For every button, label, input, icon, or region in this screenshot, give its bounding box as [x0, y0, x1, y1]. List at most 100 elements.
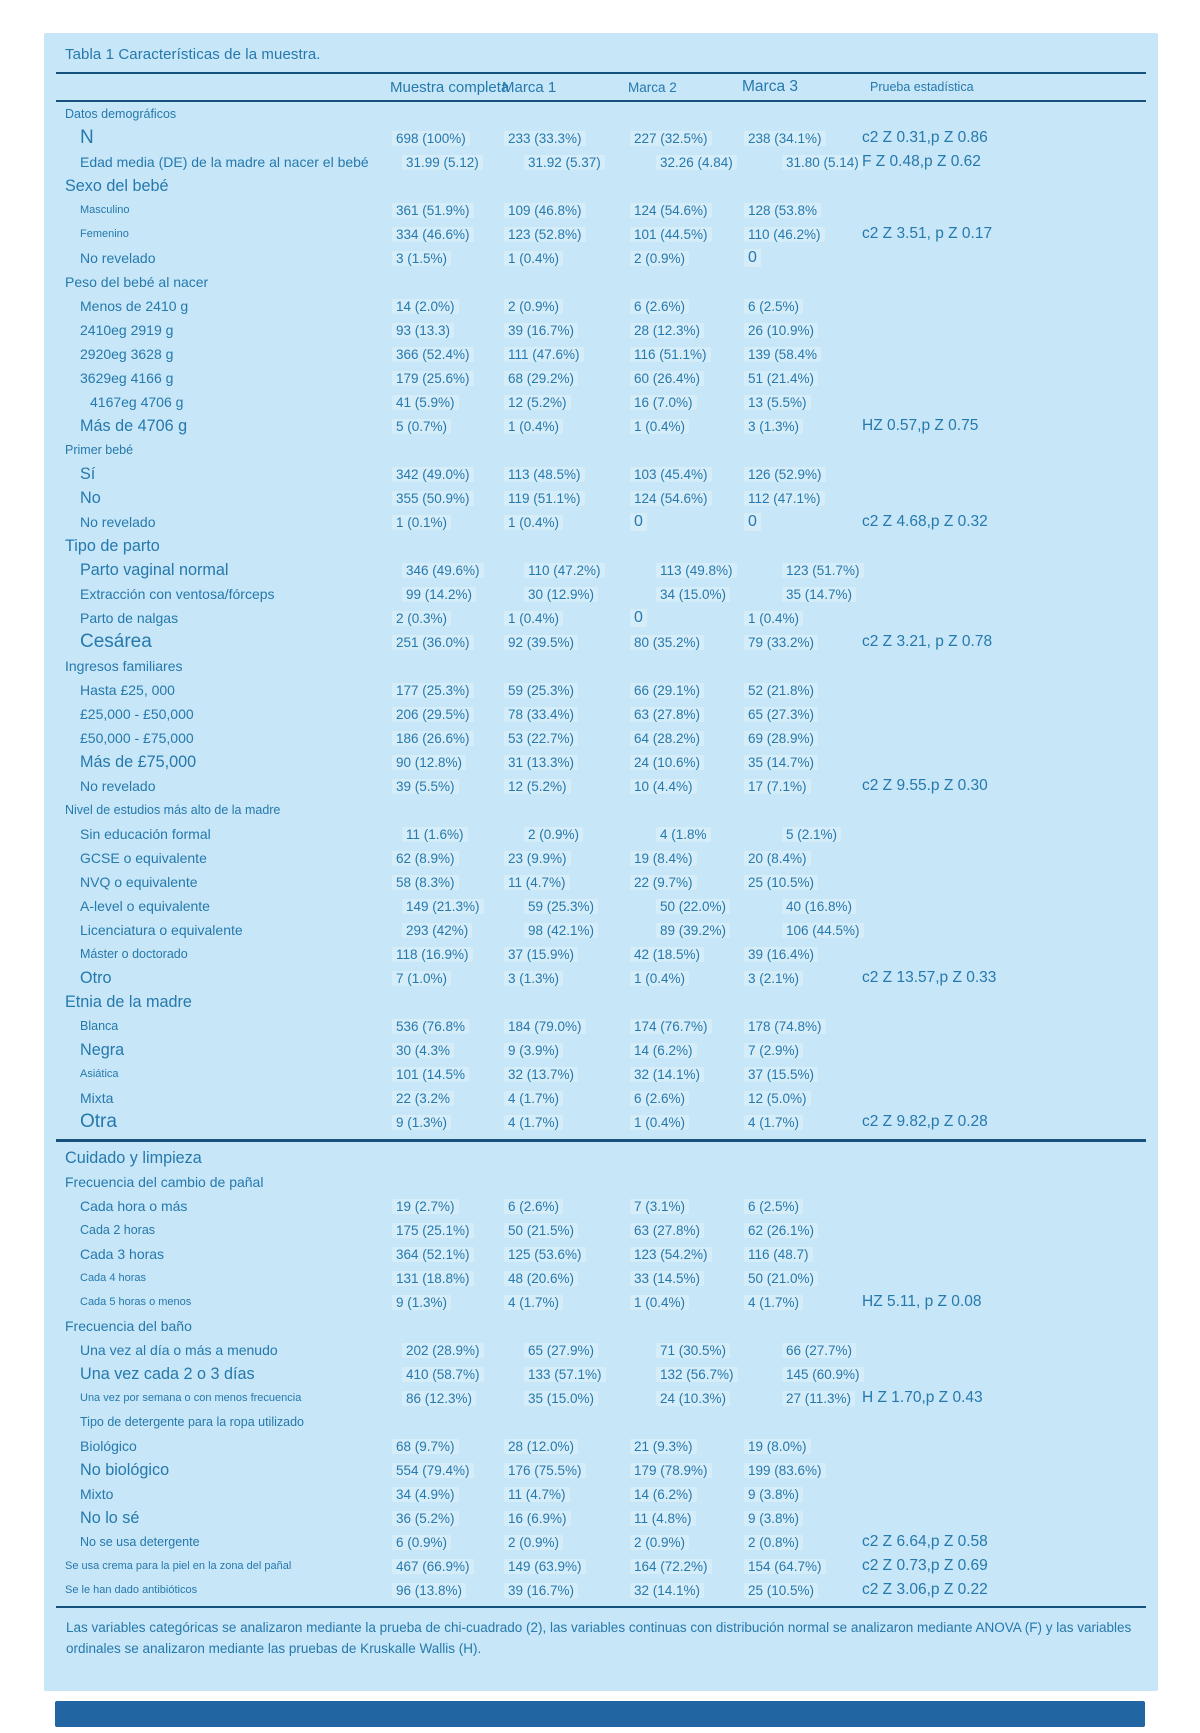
cell-value: 3 (2.1%): [740, 970, 854, 986]
cell-value: 1 (0.4%): [626, 418, 740, 434]
cell-value: 35 (15.0%): [500, 1390, 626, 1406]
table-row: Parto de nalgas 2 (0.3%) 1 (0.4%) 0 1 (0.4%): [56, 606, 1146, 630]
cell-value: 7 (3.1%): [626, 1198, 740, 1214]
table-row: Asiática 101 (14.5% 32 (13.7%) 32 (14.1%) 37…: [56, 1062, 1146, 1086]
cell-value: 16 (7.0%): [626, 394, 740, 410]
row-label: Etnia de la madre: [65, 992, 192, 1011]
cell-value: 86 (12.3%): [388, 1390, 500, 1406]
header-top-rule: [56, 72, 1146, 74]
table-row: Cada 3 horas 364 (52.1%) 125 (53.6%) 123 (5…: [56, 1242, 1146, 1266]
stat-value: c2 Z 0.31,p Z 0.86: [862, 129, 988, 146]
cell-value: 101 (44.5%): [626, 226, 740, 242]
cell-value: 23 (9.9%): [500, 850, 626, 866]
table-row: 4167eg 4706 g 41 (5.9%) 12 (5.2%) 16 (7.0%)…: [56, 390, 1146, 414]
row-label: 3629eg 4166 g: [80, 370, 174, 386]
cell-value: 3 (1.5%): [388, 250, 500, 266]
row-label: Más de 4706 g: [80, 416, 188, 435]
row-label: Una vez por semana o con menos frecuenci…: [80, 1392, 302, 1404]
row-label: A-level o equivalente: [80, 898, 210, 914]
cell-value: 113 (49.8%): [626, 562, 740, 578]
cell-value: 65 (27.9%): [500, 1342, 626, 1358]
table-row: No 355 (50.9%) 119 (51.1%) 124 (54.6%) 112 (…: [56, 486, 1146, 510]
cell-value: 364 (52.1%): [388, 1246, 500, 1262]
cell-value: 5 (0.7%): [388, 418, 500, 434]
cell-value: 6 (2.5%): [740, 298, 854, 314]
cell-value: 103 (45.4%): [626, 466, 740, 482]
cell-value: 123 (51.7%): [740, 562, 864, 578]
cell-value: 0: [740, 249, 854, 267]
table-row: Masculino 361 (51.9%) 109 (46.8%) 124 (54.6…: [56, 198, 1146, 222]
cell-value: 355 (50.9%): [388, 490, 500, 506]
bottom-bar: [55, 1701, 1145, 1727]
stat-value: HZ 5.11, p Z 0.08: [862, 1293, 982, 1310]
cell-value: 63 (27.8%): [626, 1222, 740, 1238]
cell-value: 31.80 (5.14): [740, 154, 863, 170]
section-row: Nivel de estudios más alto de la madre: [56, 798, 1146, 822]
row-label: Cada 4 horas: [80, 1272, 147, 1284]
cell-value: 186 (26.6%): [388, 730, 500, 746]
cell-value: 22 (3.2%: [388, 1090, 500, 1106]
cell-value: 1 (0.4%): [500, 610, 626, 626]
cell-value: 4 (1.7%): [740, 1114, 854, 1130]
cell-value: 50 (22.0%): [626, 898, 740, 914]
row-label: Sin educación formal: [80, 826, 211, 842]
cell-value: 92 (39.5%): [500, 634, 626, 650]
cell-value: 2 (0.9%): [626, 250, 740, 266]
row-label: 4167eg 4706 g: [90, 394, 184, 410]
cell-value: 132 (56.7%): [626, 1366, 740, 1382]
cell-value: 41 (5.9%): [388, 394, 500, 410]
section-row: Primer bebé: [56, 438, 1146, 462]
cell-value: 42 (18.5%): [626, 946, 740, 962]
table-row: Licenciatura o equivalente 293 (42%) 98 (4…: [56, 918, 1146, 942]
row-label: Negra: [80, 1040, 125, 1059]
table-row: Una vez por semana o con menos frecuenci…: [56, 1386, 1146, 1410]
row-label: Femenino: [80, 228, 129, 240]
cell-value: 17 (7.1%): [740, 778, 854, 794]
cell-value: 14 (6.2%): [626, 1486, 740, 1502]
column-header-prueba-estadistica: Prueba estadística: [870, 80, 974, 94]
cell-value: 16 (6.9%): [500, 1510, 626, 1526]
cell-value: 1 (0.4%): [626, 1114, 740, 1130]
row-label: Hasta £25, 000: [80, 682, 175, 698]
cell-value: 123 (54.2%): [626, 1246, 740, 1262]
cell-value: 19 (8.0%): [740, 1438, 854, 1454]
cell-value: 112 (47.1%): [740, 490, 854, 506]
cell-value: 40 (16.8%): [740, 898, 857, 914]
cell-value: 6 (2.6%): [626, 298, 740, 314]
cell-value: 179 (78.9%): [626, 1462, 740, 1478]
cell-value: 28 (12.0%): [500, 1438, 626, 1454]
table-row: Parto vaginal normal 346 (49.6%) 110 (47.2…: [56, 558, 1146, 582]
cell-value: 9 (3.8%): [740, 1486, 854, 1502]
cell-value: 39 (16.4%): [740, 946, 854, 962]
cell-value: 467 (66.9%): [388, 1558, 500, 1574]
row-label: Máster o doctorado: [80, 947, 188, 961]
cell-value: 35 (14.7%): [740, 754, 854, 770]
table-row: Sin educación formal 11 (1.6%) 2 (0.9%) 4 (…: [56, 822, 1146, 846]
row-label: Cada hora o más: [80, 1198, 188, 1214]
row-label: 2920eg 3628 g: [80, 346, 174, 362]
cell-value: 149 (63.9%): [500, 1558, 626, 1574]
cell-value: 133 (57.1%): [500, 1366, 626, 1382]
cell-value: 21 (9.3%): [626, 1438, 740, 1454]
table-row: Se le han dado antibióticos 96 (13.8%) 39 …: [56, 1578, 1146, 1602]
cell-value: 110 (47.2%): [500, 562, 626, 578]
cell-value: 39 (5.5%): [388, 778, 500, 794]
cell-value: 1 (0.4%): [740, 610, 854, 626]
table-row: Máster o doctorado 118 (16.9%) 37 (15.9%) 4…: [56, 942, 1146, 966]
stat-value: c2 Z 3.21, p Z 0.78: [862, 633, 993, 650]
row-label: Peso del bebé al nacer: [65, 274, 209, 290]
table-row: Se usa crema para la piel en la zona del…: [56, 1554, 1146, 1578]
cell-value: 6 (2.5%): [740, 1198, 854, 1214]
cell-value: 60 (26.4%): [626, 370, 740, 386]
cell-value: 124 (54.6%): [626, 490, 740, 506]
cell-value: 174 (76.7%): [626, 1018, 740, 1034]
cell-value: 251 (36.0%): [388, 634, 500, 650]
cell-value: 175 (25.1%): [388, 1222, 500, 1238]
row-label: Asiática: [80, 1068, 119, 1080]
cell-value: 51 (21.4%): [740, 370, 854, 386]
cell-value: 14 (2.0%): [388, 298, 500, 314]
cell-value: 62 (26.1%): [740, 1222, 854, 1238]
row-label: Datos demográficos: [65, 107, 177, 121]
table-row: No revelado 39 (5.5%) 12 (5.2%) 10 (4.4%) 17…: [56, 774, 1146, 798]
